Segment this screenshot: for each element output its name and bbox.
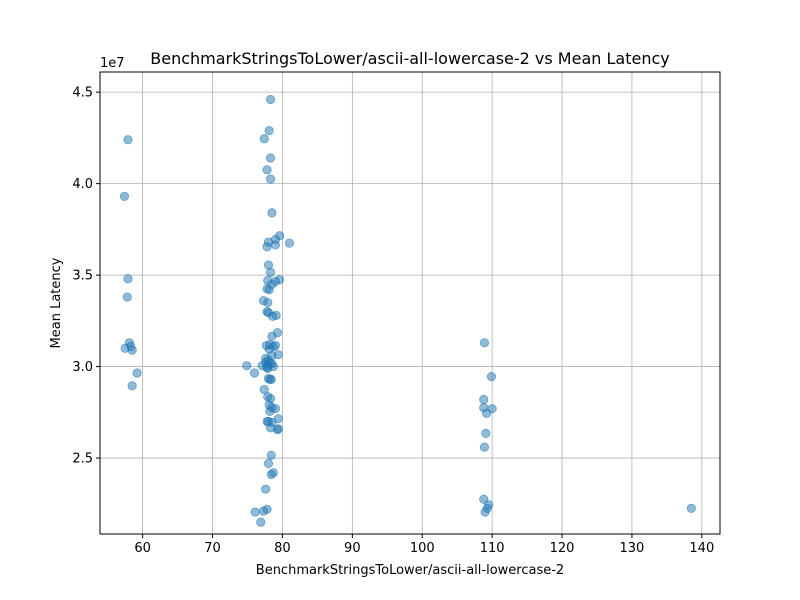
data-point: [267, 331, 277, 341]
y-tick-label: 4.0: [72, 177, 93, 192]
data-point: [266, 450, 276, 460]
chart-title: BenchmarkStringsToLower/ascii-all-lowerc…: [150, 49, 669, 68]
data-point: [272, 425, 283, 435]
data-point: [119, 191, 130, 202]
data-point: [127, 381, 137, 391]
x-tick-label: 110: [480, 541, 505, 556]
data-point: [123, 135, 133, 145]
x-tick-label: 130: [620, 541, 645, 556]
data-point: [261, 484, 271, 494]
data-point: [122, 292, 132, 302]
x-tick-label: 70: [204, 541, 221, 556]
data-point: [259, 134, 269, 144]
data-point: [263, 363, 273, 374]
data-point: [267, 208, 277, 218]
data-point: [479, 338, 490, 348]
x-tick-label: 100: [410, 541, 435, 556]
data-point: [265, 406, 275, 417]
x-axis-label: BenchmarkStringsToLower/ascii-all-lowerc…: [256, 563, 564, 578]
data-point: [479, 394, 489, 405]
data-point: [268, 311, 278, 321]
data-point: [127, 345, 137, 355]
data-point: [480, 507, 490, 517]
data-points: [119, 94, 696, 527]
data-point: [686, 503, 696, 513]
x-tick-label: 80: [274, 541, 291, 556]
x-tick-label: 90: [344, 541, 361, 556]
data-point: [270, 240, 281, 250]
y-tick-label: 3.0: [72, 360, 93, 375]
data-point: [481, 428, 491, 438]
y-tick-label: 3.5: [72, 269, 93, 284]
data-point: [242, 361, 252, 371]
data-point: [265, 94, 276, 105]
data-point: [262, 165, 272, 175]
x-tick-label: 120: [550, 541, 575, 556]
data-point: [265, 267, 276, 277]
data-point: [123, 274, 133, 284]
y-offset-label: 1e7: [100, 56, 125, 71]
plot-area: [100, 72, 720, 534]
data-point: [263, 458, 274, 469]
data-point: [265, 174, 276, 184]
x-tick-label: 60: [134, 541, 151, 556]
data-point: [259, 384, 269, 395]
y-axis-ticks: 2.5 3.0 3.5 4.0 4.5: [72, 86, 100, 467]
y-axis-label: Mean Latency: [49, 257, 64, 348]
data-point: [266, 469, 276, 480]
data-point: [264, 125, 274, 136]
y-tick-label: 4.5: [72, 86, 93, 101]
data-point: [250, 507, 260, 517]
data-point: [132, 368, 142, 378]
data-point: [479, 442, 490, 452]
data-point: [481, 408, 492, 418]
data-point: [256, 517, 266, 527]
data-point: [486, 372, 497, 382]
data-point: [263, 297, 273, 308]
x-tick-label: 140: [689, 541, 714, 556]
grid-lines: [100, 72, 720, 534]
data-point: [265, 153, 276, 163]
data-point: [258, 506, 269, 516]
data-point: [266, 374, 276, 384]
y-tick-label: 2.5: [72, 452, 93, 467]
plot-frame: [99, 71, 721, 535]
data-point: [264, 285, 274, 295]
x-axis-ticks: 60 70 80 90 100 110 120 130 140: [134, 534, 714, 556]
data-point: [249, 368, 260, 378]
data-point: [262, 242, 272, 252]
data-point: [284, 238, 295, 248]
